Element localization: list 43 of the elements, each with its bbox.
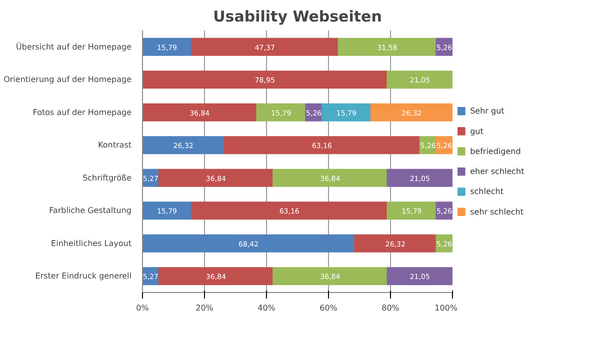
bar (386, 168, 452, 187)
bar (354, 234, 437, 252)
bar (386, 202, 437, 220)
bar (158, 168, 274, 187)
y-tick-label: Schriftgröße (82, 173, 132, 182)
bar (142, 136, 225, 154)
bar (142, 202, 192, 220)
legend-label: eher schlecht (470, 167, 524, 176)
x-tick-label: 40% (258, 304, 276, 312)
chart-title: Usability Webseiten (213, 8, 382, 26)
y-tick-label: Farbliche Gestaltung (49, 206, 132, 216)
bar (386, 267, 452, 286)
bar (272, 267, 388, 286)
bar (190, 38, 339, 56)
y-tick-label: Orientierung auf der Homepage (4, 75, 132, 84)
bar (142, 38, 192, 56)
y-tick-label: Übersicht auf der Homepage (16, 41, 132, 52)
bar (256, 103, 306, 122)
legend-label: Sehr gut (470, 106, 504, 116)
y-tick-label: Erster Eindruck generell (35, 272, 132, 281)
bar (321, 103, 372, 122)
bar (386, 70, 452, 89)
bar (142, 234, 356, 252)
bar (338, 38, 437, 56)
x-tick-label: 20% (196, 304, 214, 312)
bar (158, 267, 274, 286)
bar (142, 103, 258, 122)
x-tick-label: 0% (136, 304, 150, 312)
x-tick-label: 60% (320, 304, 338, 312)
bar (190, 202, 388, 220)
x-tick-label: 100% (434, 304, 458, 312)
y-tick-label: Fotos auf der Homepage (32, 108, 132, 117)
bar (224, 136, 420, 154)
x-tick-label: 80% (382, 304, 400, 312)
y-tick-label: Kontrast (98, 140, 132, 150)
legend-label: sehr schlecht (470, 207, 524, 216)
legend-label: schlecht (470, 187, 504, 196)
legend-label: gut (470, 126, 484, 136)
y-tick-label: Einheitliches Layout (51, 238, 132, 248)
legend-label: befriedigend (470, 146, 521, 156)
bar (370, 103, 452, 122)
bar (142, 70, 388, 89)
bar (272, 168, 388, 187)
